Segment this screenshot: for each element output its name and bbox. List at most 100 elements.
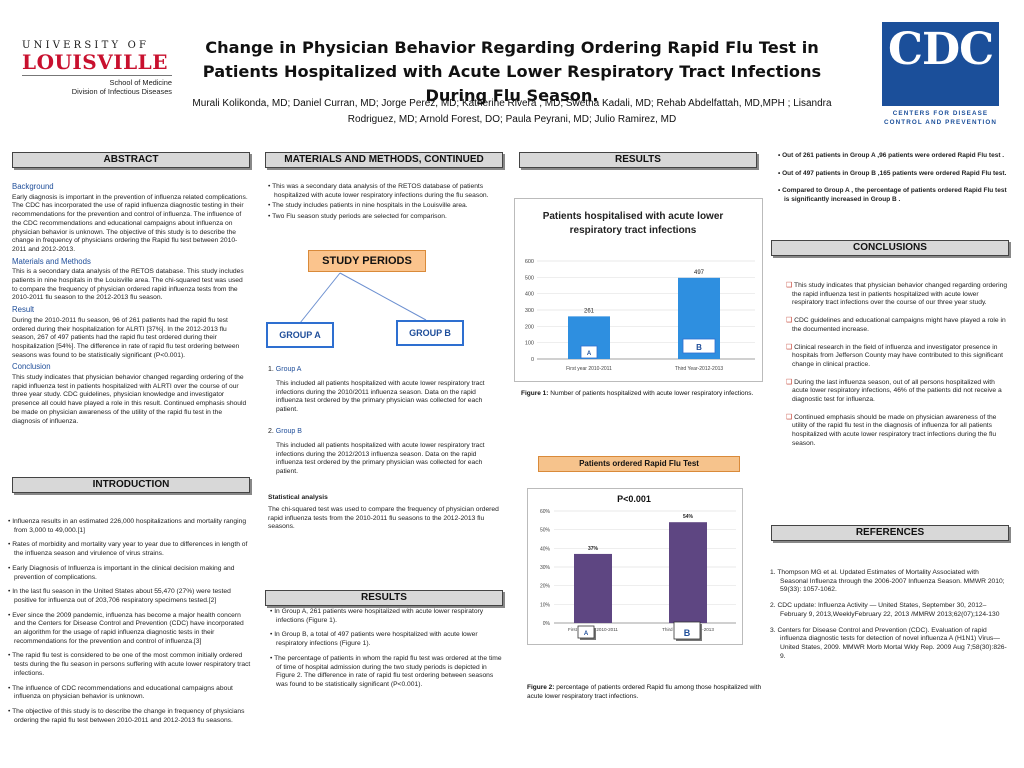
chart2-ytick: 40%: [540, 546, 551, 552]
chart2-group-marker: [673, 621, 701, 640]
chart2-bar: [669, 522, 707, 623]
finding-bullet: • Out of 261 patients in Group A ,96 pat…: [778, 152, 1005, 159]
intro-bullet: • The influence of CDC recommendations a…: [8, 684, 233, 701]
chart1-ytick: 300: [525, 308, 534, 314]
logo-louisville-line: LOUISVILLE: [22, 50, 168, 74]
group-a-box: GROUP A: [266, 322, 334, 348]
chart1-ytick: 200: [525, 324, 534, 330]
conclusion-bullet: ❑ Continued emphasis should be made on p…: [786, 413, 997, 447]
figure2-text: percentage of patients ordered Rapid flu…: [527, 684, 762, 700]
results-middle-section: • In Group A, 261 patients were hospital…: [268, 608, 504, 696]
chart1-ytick: 400: [525, 292, 534, 298]
chart1-group-marker: [682, 338, 716, 354]
figure2-caption: Figure 2: percentage of patients ordered…: [527, 684, 767, 701]
results-bullet: • In Group A, 261 patients were hospital…: [270, 608, 484, 624]
chart1-ytick: 600: [525, 259, 534, 265]
cdc-logo-letters: CDC: [888, 24, 994, 75]
chart2-data-label: 54%: [683, 514, 694, 520]
abstract-conclusion-text: This study indicates that physician beha…: [12, 374, 247, 425]
abstract-methods-title: Materials and Methods: [12, 256, 91, 266]
chart2-ytick: 20%: [540, 584, 551, 590]
abstract-background-title: Background: [12, 182, 54, 191]
results-heading-right: RESULTS: [519, 152, 757, 168]
figure1-caption: Figure 1: Number of patients hospitalize…: [521, 390, 761, 399]
references-heading: REFERENCES: [771, 525, 1009, 541]
conclusions-heading: CONCLUSIONS: [771, 240, 1009, 256]
abstract-result-title: Result: [12, 305, 35, 315]
results-bullet: • In Group B, a total of 497 patients we…: [270, 631, 478, 648]
group-b-text: This included all patients hospitalized …: [276, 442, 485, 476]
introduction-heading: INTRODUCTION: [12, 477, 250, 493]
group-a-text: This included all patients hospitalized …: [276, 380, 485, 414]
reference-item: 2. CDC update: Influenza Activity — Unit…: [770, 602, 1000, 618]
intro-bullet: • The rapid flu test is considered to be…: [8, 652, 251, 677]
abstract-heading: ABSTRACT: [12, 152, 250, 168]
finding-bullet: • Out of 497 patients in Group B ,165 pa…: [778, 169, 1007, 177]
poster-authors: Murali Kolikonda, MD; Daniel Curran, MD;…: [192, 98, 832, 125]
introduction-section: • Influenza results in an estimated 226,…: [6, 518, 252, 731]
findings-section: • Out of 261 patients in Group A ,96 pat…: [776, 152, 1008, 211]
abstract-background-text: Early diagnosis is important in the prev…: [12, 193, 248, 253]
intro-bullet: • Rates of morbidity and mortality vary …: [8, 541, 248, 558]
reference-item: 1. Thompson MG et al. Updated Estimates …: [770, 569, 1005, 594]
chart1-data-label: 261: [584, 308, 595, 314]
methods-bullet: • The study includes patients in nine ho…: [268, 202, 468, 210]
group-b-box: GROUP B: [396, 320, 464, 346]
references-section: 1. Thompson MG et al. Updated Estimates …: [766, 569, 1008, 667]
group-b-label: Group B: [275, 428, 302, 435]
statistical-analysis-title: Statistical analysis: [268, 494, 328, 501]
chart1-group-marker: [580, 345, 598, 359]
rapid-flu-test-banner: Patients ordered Rapid Flu Test: [538, 456, 740, 472]
chart2-group-label: B: [684, 628, 691, 638]
cdc-logo-caption: CENTERS FOR DISEASE CONTROL AND PREVENTI…: [882, 109, 999, 127]
chart1-data-label: 497: [694, 270, 705, 276]
intro-bullet: • Ever since the 2009 pandemic, influenz…: [8, 611, 244, 645]
chart2-ytick: 60%: [540, 509, 551, 515]
chart1-category-label: First year 2010-2011: [566, 366, 612, 372]
conclusion-bullet: ❑ Clinical research in the field of infl…: [786, 343, 1004, 368]
poster-title: Change in Physician Behavior Regarding O…: [202, 38, 822, 105]
methods-heading: MATERIALS AND METHODS, CONTINUED: [265, 152, 503, 168]
group-a-item: 1. Group A: [268, 366, 504, 375]
cdc-caption-line1: CENTERS FOR DISEASE: [892, 110, 989, 117]
figure2-label: Figure 2:: [527, 684, 555, 691]
methods-bullet: • This was a secondary data analysis of …: [268, 183, 489, 199]
chart1-title: respiratory tract infections: [570, 225, 697, 236]
results-heading-middle: RESULTS: [265, 590, 503, 606]
logo-university-line: UNIVERSITY OF: [22, 40, 150, 51]
group-b-item: 2. Group B: [268, 428, 504, 437]
methods-bullets: • This was a secondary data analysis of …: [266, 183, 502, 224]
group-b-number: 2.: [268, 428, 274, 435]
group-a-number: 1.: [268, 366, 274, 373]
chart-patients-hospitalised: Patients hospitalised with acute lower re…: [514, 198, 763, 382]
intro-bullet: • The objective of this study is to desc…: [8, 707, 245, 724]
statistical-analysis-text: The chi-squared test was used to compare…: [268, 506, 499, 531]
conclusion-bullet: ❑ CDC guidelines and educational campaig…: [786, 317, 1006, 333]
study-periods-diagram: [299, 272, 427, 324]
chart2-ytick: 0%: [543, 621, 551, 627]
university-of-louisville-logo: UNIVERSITY OF LOUISVILLE School of Medic…: [22, 40, 172, 96]
abstract-section: Background Early diagnosis is important …: [12, 180, 250, 428]
group-a-label: Group A: [275, 366, 302, 373]
chart2-ytick: 30%: [540, 565, 551, 571]
chart2-ytick: 10%: [540, 602, 551, 608]
chart1-ytick: 0: [531, 357, 534, 363]
conclusion-bullet: ❑ This study indicates that physician be…: [786, 282, 1008, 307]
cdc-logo: CDC: [882, 22, 999, 106]
figure1-label: Figure 1:: [521, 390, 549, 397]
logo-division: Division of Infectious Diseases: [71, 87, 172, 96]
reference-item: 3. Centers for Disease Control and Preve…: [770, 626, 1007, 660]
chart2-group-marker: [577, 625, 595, 639]
abstract-result-text: During the 2010-2011 flu season, 96 of 2…: [12, 316, 240, 359]
chart1-ytick: 100: [525, 341, 534, 347]
chart1-group-label: B: [696, 343, 702, 352]
chart1-ytick: 500: [525, 275, 534, 281]
chart2-group-label: A: [584, 631, 589, 637]
finding-bullet: • Compared to Group A , the percentage o…: [778, 187, 1007, 204]
chart1-category-label: Third Year-2012-2013: [675, 366, 724, 372]
abstract-conclusion-title: Conclusion: [12, 362, 51, 372]
methods-bullet: • Two Flu season study periods are selec…: [268, 213, 447, 221]
study-periods-box: STUDY PERIODS: [308, 250, 426, 272]
conclusions-section: ❑ This study indicates that physician be…: [784, 282, 1008, 455]
